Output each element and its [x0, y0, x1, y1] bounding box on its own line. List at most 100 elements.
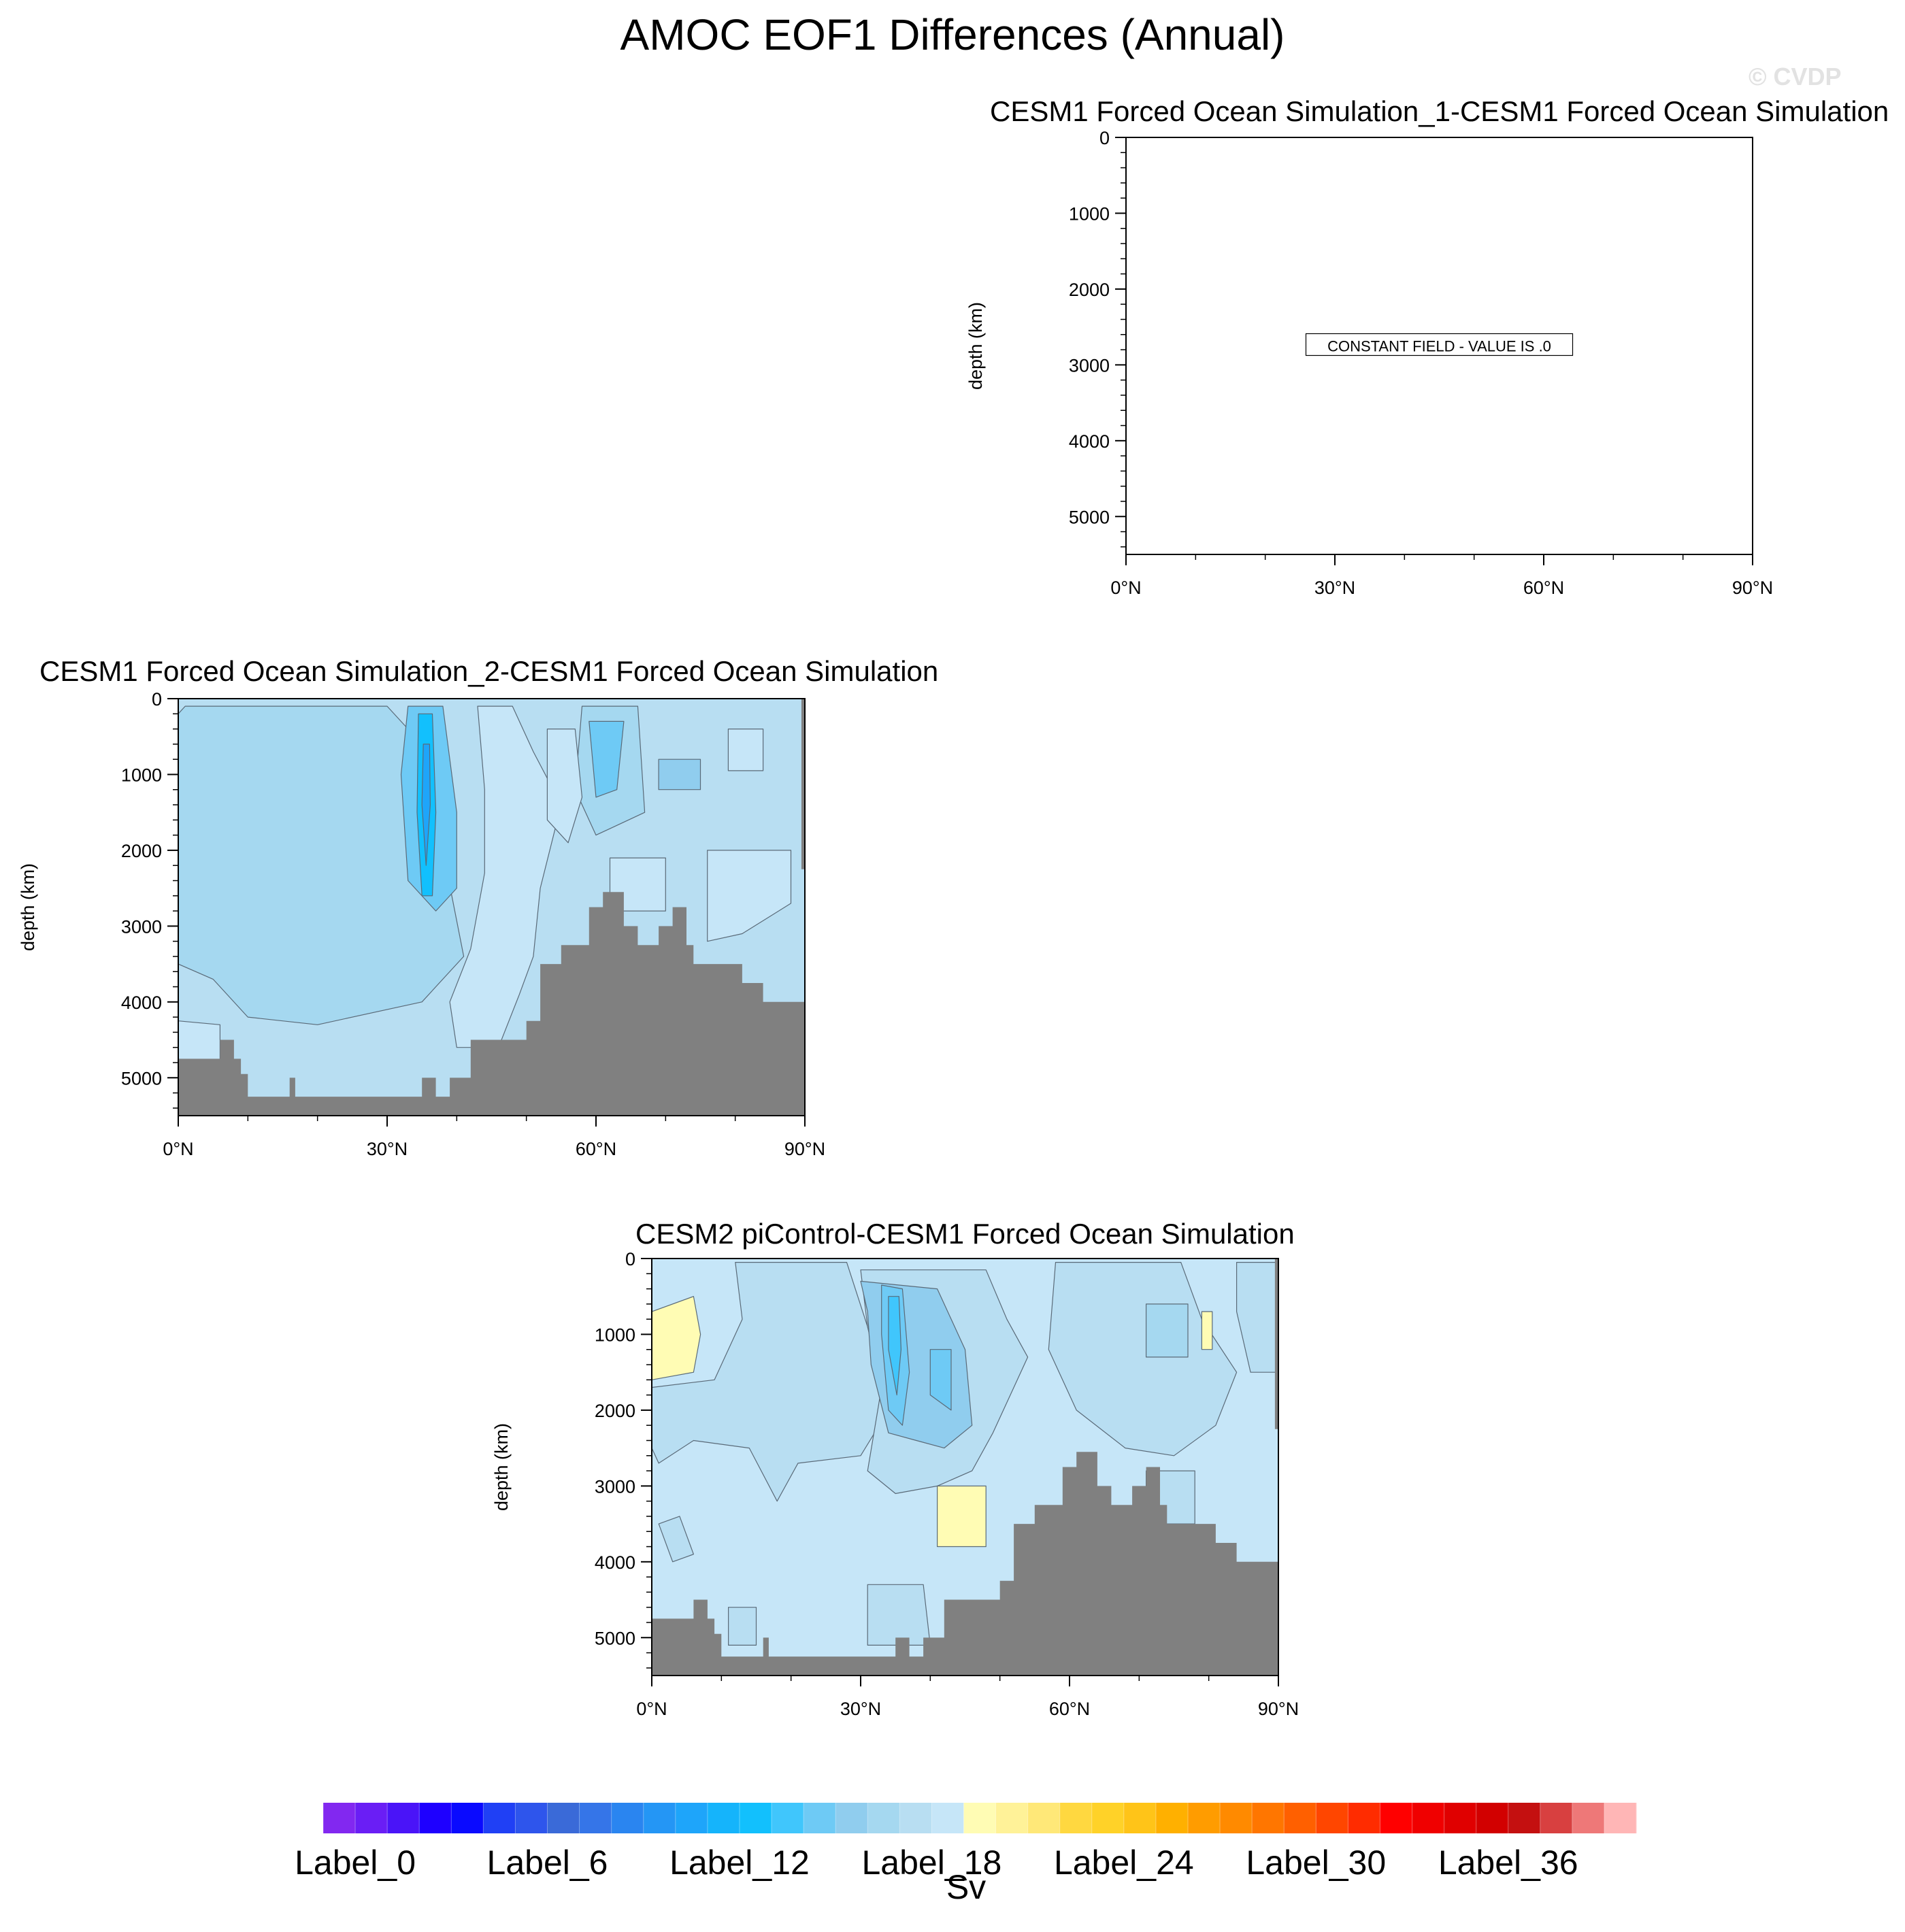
colorbar-tick-label: Label_6	[487, 1844, 608, 1882]
y-tick-label: 1000	[121, 765, 162, 785]
colorbar-swatch	[739, 1803, 772, 1833]
colorbar-tick-label: Label_18	[862, 1844, 1002, 1882]
y-tick-label: 2000	[1069, 280, 1110, 300]
contour-region	[929, 1349, 952, 1411]
colorbar-swatch	[323, 1803, 356, 1833]
y-tick-label: 4000	[1069, 431, 1110, 452]
y-tick-label: 4000	[595, 1552, 635, 1573]
colorbar-swatch	[387, 1803, 420, 1833]
colorbar-swatch	[804, 1803, 836, 1833]
x-tick-label: 0°N	[1110, 578, 1141, 598]
y-tick-label: 5000	[121, 1068, 162, 1088]
colorbar-swatch	[867, 1803, 900, 1833]
colorbar-swatch	[772, 1803, 804, 1833]
x-tick-label: 90°N	[1732, 578, 1773, 598]
colorbar-swatch	[1252, 1803, 1285, 1833]
x-tick-label: 60°N	[1049, 1699, 1090, 1719]
x-tick-label: 90°N	[1258, 1699, 1299, 1719]
contour-region	[1236, 1261, 1278, 1373]
y-axis-label: depth (km)	[491, 1423, 512, 1511]
y-tick-label: 0	[152, 689, 162, 710]
colorbar-swatch	[1508, 1803, 1541, 1833]
colorbar-swatch	[899, 1803, 932, 1833]
contour-region	[178, 1020, 220, 1063]
contour-region	[546, 728, 583, 844]
colorbar-swatch	[419, 1803, 452, 1833]
y-tick-label: 0	[625, 1249, 635, 1269]
colorbar-swatch	[1284, 1803, 1316, 1833]
contour-region	[652, 1296, 701, 1380]
colorbar-tick-label: Label_24	[1054, 1844, 1194, 1882]
colorbar-swatch	[1380, 1803, 1412, 1833]
colorbar-swatch	[835, 1803, 868, 1833]
colorbar-units-label: Sv	[946, 1868, 987, 1906]
colorbar-swatch	[931, 1803, 964, 1833]
x-tick-label: 90°N	[784, 1139, 825, 1159]
y-tick-label: 5000	[595, 1628, 635, 1648]
colorbar-swatch	[1316, 1803, 1348, 1833]
y-tick-label: 3000	[121, 916, 162, 937]
panel-1-title: CESM1 Forced Ocean Simulation_1-CESM1 Fo…	[990, 95, 1889, 127]
x-tick-label: 30°N	[367, 1139, 408, 1159]
colorbar-swatch	[1444, 1803, 1477, 1833]
x-tick-label: 30°N	[1314, 578, 1355, 598]
colorbar-swatch	[1412, 1803, 1445, 1833]
contour-region	[1201, 1311, 1213, 1350]
colorbar: Label_0 Label_6 Label_12 Label_18 Label_24 La…	[295, 1803, 1637, 1882]
x-tick-label: 0°N	[636, 1699, 667, 1719]
y-axis-label: depth (km)	[18, 863, 38, 951]
contour-region	[449, 705, 562, 1048]
panel-2-title: CESM1 Forced Ocean Simulation_2-CESM1 Fo…	[39, 655, 939, 687]
y-axis-label: depth (km)	[965, 302, 986, 390]
x-tick-label: 60°N	[1523, 578, 1564, 598]
contour-region	[936, 1485, 987, 1548]
contour-region	[421, 744, 431, 866]
figure-title: AMOC EOF1 Differences (Annual)	[620, 10, 1285, 59]
contour-region	[658, 759, 701, 790]
y-tick-label: 2000	[121, 841, 162, 861]
panel-2-plot-area	[178, 699, 805, 1116]
contour-region	[727, 728, 764, 771]
colorbar-swatch	[1540, 1803, 1573, 1833]
contour-region	[707, 850, 792, 942]
colorbar-swatch	[995, 1803, 1029, 1833]
colorbar-swatch	[1091, 1803, 1125, 1833]
y-tick-label: 3000	[595, 1476, 635, 1497]
colorbar-swatch	[1027, 1803, 1061, 1833]
contour-region	[658, 1516, 695, 1563]
colorbar-swatch	[483, 1803, 516, 1833]
y-tick-label: 5000	[1069, 507, 1110, 527]
ocean-floor-mask	[652, 1259, 1278, 1676]
panel-1: 0 1000 2000 3000 4000 5000 0°N 30°N 60°N 90°N dept…	[965, 128, 1773, 598]
contour-region	[1145, 1303, 1189, 1358]
panel-3-title: CESM2 piControl-CESM1 Forced Ocean Simul…	[635, 1218, 1295, 1250]
colorbar-swatch	[1123, 1803, 1157, 1833]
constant-field-message: CONSTANT FIELD - VALUE IS .0	[1327, 338, 1551, 355]
ocean-floor-mask	[178, 699, 805, 1116]
constant-field-box	[1305, 333, 1574, 356]
colorbar-swatch	[643, 1803, 676, 1833]
y-tick-label: 4000	[121, 993, 162, 1013]
contour-region	[888, 1296, 902, 1396]
contour-region	[1048, 1261, 1238, 1456]
colorbar-swatch	[1220, 1803, 1253, 1833]
contour-region	[727, 1607, 757, 1646]
colorbar-swatch	[1348, 1803, 1380, 1833]
plot-frame	[178, 698, 806, 1116]
panel-3-plot-area	[652, 1259, 1278, 1676]
plot-frame	[651, 1258, 1279, 1676]
colorbar-swatch	[515, 1803, 548, 1833]
watermark: © CVDP	[1749, 63, 1842, 90]
y-tick-label: 1000	[595, 1325, 635, 1345]
colorbar-swatch	[1187, 1803, 1221, 1833]
contour-region	[589, 720, 625, 798]
panel-2: 0 1000 2000 3000 4000 5000 0°N 30°N 60°N 90°N dept…	[18, 689, 825, 1159]
colorbar-swatch	[1476, 1803, 1509, 1833]
colorbar-swatch	[1155, 1803, 1189, 1833]
colorbar-swatch	[1572, 1803, 1605, 1833]
colorbar-swatch	[707, 1803, 740, 1833]
colorbar-swatch	[675, 1803, 708, 1833]
panel-3: 0 1000 2000 3000 4000 5000 0°N 30°N 60°N 90°N dept…	[491, 1249, 1299, 1719]
colorbar-tick-label: Label_0	[295, 1844, 416, 1882]
